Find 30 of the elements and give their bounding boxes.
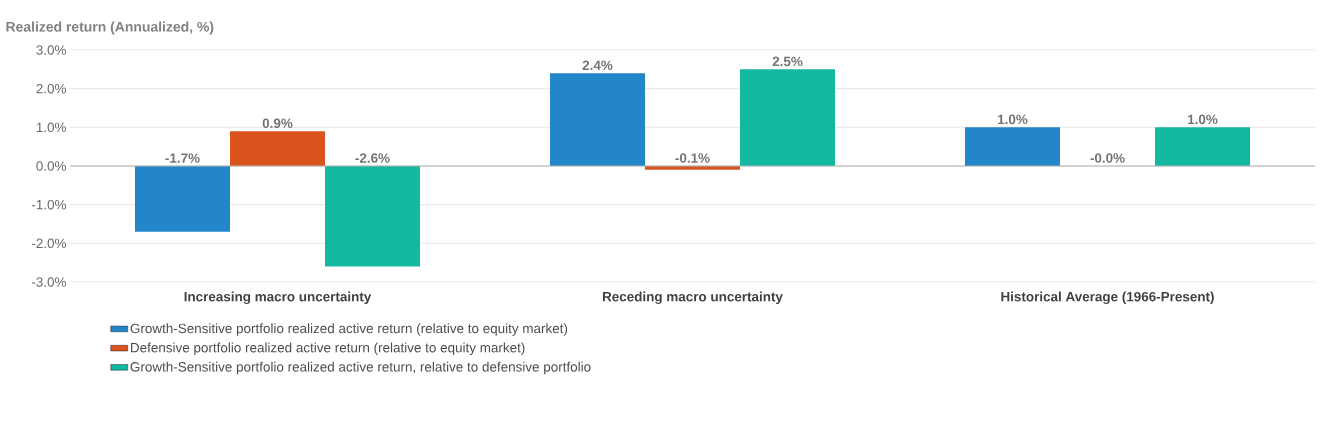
data-label: 1.0% xyxy=(998,114,1028,125)
y-tick-label: -3.0% xyxy=(31,277,66,287)
bar xyxy=(550,73,645,166)
bar xyxy=(965,127,1060,166)
x-tick-label: Increasing macro uncertainty xyxy=(184,291,372,305)
y-tick-label: -1.0% xyxy=(31,199,66,210)
y-axis-title: Realized return (Annualized, %) xyxy=(6,21,214,35)
legend-label: Growth-Sensitive portfolio realized active return (relative to equity market) xyxy=(130,323,568,336)
y-tick-label: 1.0% xyxy=(36,122,66,133)
y-tick-label: 2.0% xyxy=(36,83,66,94)
x-tick-label: Historical Average (1966-Present) xyxy=(1001,291,1214,305)
data-label: 1.0% xyxy=(1188,114,1218,125)
data-label: -0.0% xyxy=(1090,153,1125,163)
y-tick-label: 3.0% xyxy=(36,45,66,55)
data-label: -1.7% xyxy=(165,153,200,163)
legend-label: Defensive portfolio realized active return (relative to equity market) xyxy=(131,342,525,356)
data-label: -0.1% xyxy=(675,153,710,163)
bar xyxy=(135,166,230,232)
bar xyxy=(740,69,835,166)
y-tick-label: 0.0% xyxy=(36,161,66,171)
bar xyxy=(230,131,325,166)
bar xyxy=(325,166,420,267)
data-label: 2.5% xyxy=(772,56,803,67)
legend-label: Growth-Sensitive portfolio realized active return, relative to defensive portfolio xyxy=(130,361,591,375)
data-label: 0.9% xyxy=(262,118,293,128)
data-label: 2.4% xyxy=(582,60,613,71)
data-label: -2.6% xyxy=(355,153,390,163)
x-tick-label: Receding macro uncertainty xyxy=(602,291,783,305)
bar xyxy=(1155,127,1250,166)
y-tick-label: -2.0% xyxy=(31,238,66,249)
